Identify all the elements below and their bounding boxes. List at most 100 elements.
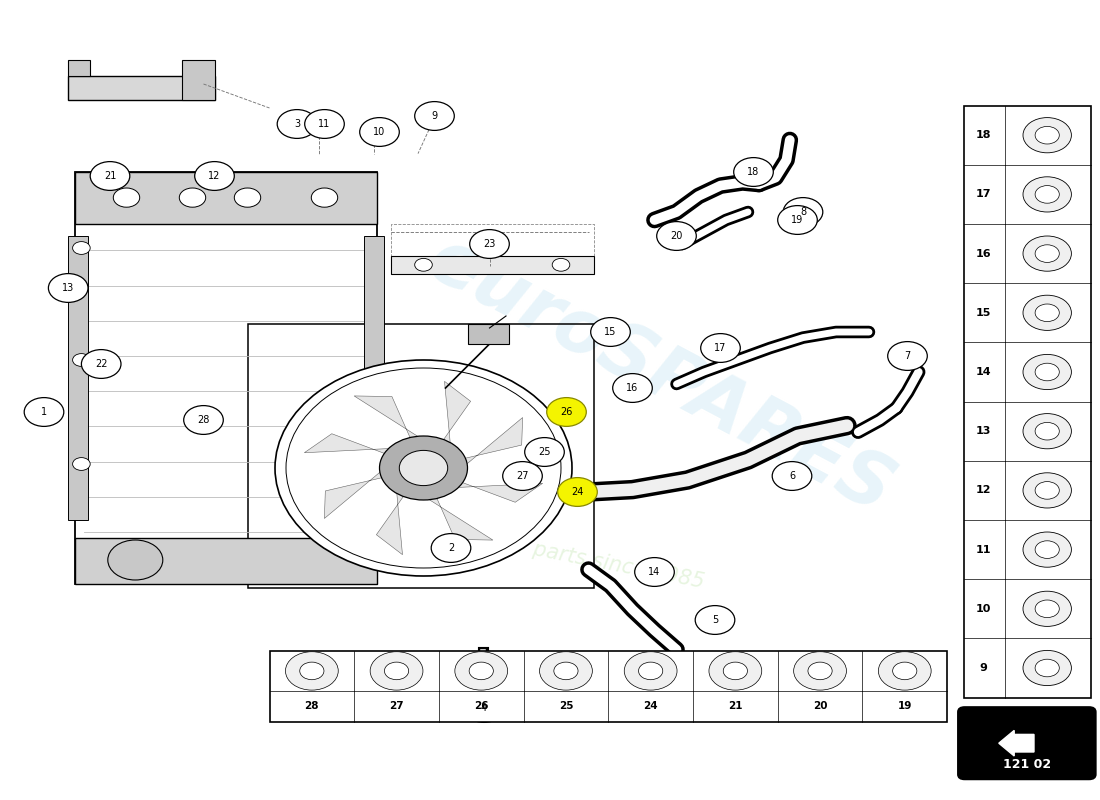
- Polygon shape: [376, 468, 424, 554]
- Circle shape: [415, 258, 432, 271]
- Polygon shape: [424, 418, 522, 468]
- Circle shape: [1035, 482, 1059, 499]
- Circle shape: [1023, 354, 1071, 390]
- Circle shape: [1023, 118, 1071, 153]
- Circle shape: [311, 188, 338, 207]
- Circle shape: [286, 652, 338, 690]
- Circle shape: [370, 652, 422, 690]
- Circle shape: [399, 450, 448, 486]
- Text: 28: 28: [305, 701, 319, 711]
- FancyBboxPatch shape: [75, 172, 377, 584]
- Text: 13: 13: [62, 283, 75, 293]
- Text: 1: 1: [41, 407, 47, 417]
- Circle shape: [893, 662, 917, 680]
- Circle shape: [81, 350, 121, 378]
- Polygon shape: [68, 76, 214, 100]
- Text: 26: 26: [560, 407, 573, 417]
- Circle shape: [90, 162, 130, 190]
- Circle shape: [1023, 591, 1071, 626]
- Circle shape: [638, 662, 662, 680]
- Circle shape: [772, 462, 812, 490]
- Circle shape: [1035, 600, 1059, 618]
- Text: 9: 9: [979, 663, 988, 673]
- FancyBboxPatch shape: [958, 707, 1096, 779]
- Circle shape: [701, 334, 740, 362]
- Text: 4: 4: [481, 703, 487, 713]
- Text: 25: 25: [559, 701, 573, 711]
- Text: 2: 2: [448, 543, 454, 553]
- Circle shape: [547, 398, 586, 426]
- Text: a passion for parts since 1985: a passion for parts since 1985: [394, 512, 706, 592]
- Text: 20: 20: [813, 701, 827, 711]
- Text: 21: 21: [728, 701, 743, 711]
- Circle shape: [113, 188, 140, 207]
- Text: 13: 13: [976, 426, 991, 436]
- Circle shape: [469, 662, 493, 680]
- Circle shape: [275, 360, 572, 576]
- Circle shape: [73, 242, 90, 254]
- Text: euroSPARES: euroSPARES: [415, 222, 905, 530]
- Circle shape: [734, 158, 773, 186]
- FancyBboxPatch shape: [75, 538, 377, 584]
- Circle shape: [783, 198, 823, 226]
- Circle shape: [108, 540, 163, 580]
- Circle shape: [1023, 650, 1071, 686]
- FancyBboxPatch shape: [964, 106, 1091, 698]
- Circle shape: [1023, 473, 1071, 508]
- Text: 11: 11: [976, 545, 991, 554]
- Polygon shape: [68, 60, 90, 76]
- Circle shape: [1035, 363, 1059, 381]
- Circle shape: [73, 354, 90, 366]
- Circle shape: [305, 110, 344, 138]
- Text: 5: 5: [712, 615, 718, 625]
- Text: 27: 27: [516, 471, 529, 481]
- Circle shape: [431, 534, 471, 562]
- Polygon shape: [424, 468, 542, 502]
- Polygon shape: [354, 396, 424, 468]
- Circle shape: [1035, 126, 1059, 144]
- Circle shape: [1023, 295, 1071, 330]
- Circle shape: [48, 274, 88, 302]
- Text: 20: 20: [670, 231, 683, 241]
- Text: 18: 18: [747, 167, 760, 177]
- Circle shape: [1023, 177, 1071, 212]
- Text: 24: 24: [571, 487, 584, 497]
- Circle shape: [379, 436, 467, 500]
- Circle shape: [360, 118, 399, 146]
- Circle shape: [195, 162, 234, 190]
- Text: 17: 17: [976, 190, 991, 199]
- Circle shape: [1023, 414, 1071, 449]
- Circle shape: [794, 652, 847, 690]
- Circle shape: [1023, 532, 1071, 567]
- Circle shape: [1035, 245, 1059, 262]
- Text: 22: 22: [95, 359, 108, 369]
- Text: 26: 26: [474, 701, 488, 711]
- Circle shape: [552, 258, 570, 271]
- Text: 15: 15: [976, 308, 991, 318]
- FancyBboxPatch shape: [270, 651, 947, 722]
- Circle shape: [1035, 186, 1059, 203]
- Text: 21: 21: [103, 171, 117, 181]
- Circle shape: [624, 652, 676, 690]
- Circle shape: [286, 368, 561, 568]
- FancyArrow shape: [999, 730, 1034, 756]
- Polygon shape: [424, 382, 471, 468]
- Circle shape: [878, 652, 931, 690]
- Circle shape: [503, 462, 542, 490]
- FancyBboxPatch shape: [462, 686, 504, 716]
- Circle shape: [613, 374, 652, 402]
- Circle shape: [24, 398, 64, 426]
- Polygon shape: [305, 434, 424, 468]
- FancyBboxPatch shape: [390, 256, 594, 274]
- Text: 23: 23: [483, 239, 496, 249]
- Circle shape: [1035, 659, 1059, 677]
- Text: 11: 11: [318, 119, 331, 129]
- Circle shape: [778, 206, 817, 234]
- Circle shape: [591, 318, 630, 346]
- Text: 19: 19: [898, 701, 912, 711]
- Polygon shape: [68, 236, 88, 520]
- Circle shape: [415, 102, 454, 130]
- Text: 12: 12: [208, 171, 221, 181]
- Circle shape: [299, 662, 323, 680]
- FancyBboxPatch shape: [468, 324, 509, 344]
